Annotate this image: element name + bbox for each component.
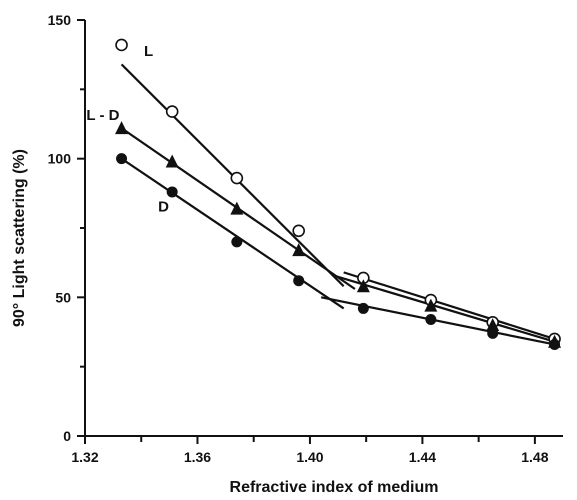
y-tick-label: 150 — [48, 12, 72, 28]
x-tick-label: 1.48 — [521, 449, 548, 465]
data-point-filled-triangle — [486, 318, 500, 332]
x-axis-title: Refractive index of medium — [230, 479, 439, 496]
series-fit-line — [343, 271, 555, 340]
y-axis-title: 90° Light scattering (%) — [11, 149, 28, 327]
x-tick-label: 1.36 — [184, 449, 211, 465]
data-point-filled-triangle — [356, 279, 370, 293]
series-fit-line — [120, 157, 345, 310]
data-point-filled-triangle — [424, 298, 438, 312]
data-point-filled-circle — [357, 302, 369, 314]
x-tick-label: 1.44 — [409, 449, 436, 465]
series-fit-line — [320, 296, 555, 346]
x-tick-label: 1.40 — [296, 449, 323, 465]
x-tick-label: 1.32 — [71, 449, 98, 465]
data-point-filled-circle — [487, 327, 499, 339]
series-fit-line — [332, 274, 555, 343]
series-label-l: L — [144, 43, 153, 60]
y-tick-label: 50 — [55, 289, 71, 305]
data-point-open-circle — [292, 224, 305, 238]
data-point-open-circle — [115, 38, 128, 52]
data-point-filled-circle — [116, 153, 128, 165]
data-point-filled-triangle — [230, 201, 244, 215]
y-tick-label: 100 — [48, 151, 72, 167]
y-tick-label: 0 — [63, 428, 71, 444]
data-point-open-circle — [230, 171, 244, 185]
data-point-filled-circle — [293, 275, 305, 287]
series-label-d: D — [158, 198, 169, 215]
data-point-open-circle — [165, 105, 179, 118]
data-point-filled-circle — [231, 236, 243, 248]
data-point-filled-circle — [425, 314, 437, 326]
data-point-filled-circle — [166, 186, 178, 198]
series-lines — [120, 63, 555, 346]
series-markers — [115, 38, 562, 350]
data-point-filled-triangle — [292, 243, 306, 257]
data-point-filled-triangle — [115, 121, 129, 135]
series-label-l-d: L - D — [86, 107, 119, 124]
labels: Refractive index of medium 90° Light sca… — [11, 43, 438, 496]
data-point-filled-circle — [549, 338, 561, 350]
data-point-filled-triangle — [165, 154, 179, 168]
axes: 1.32 1.36 1.40 1.44 1.48 0 50 100 150 — [48, 12, 563, 465]
